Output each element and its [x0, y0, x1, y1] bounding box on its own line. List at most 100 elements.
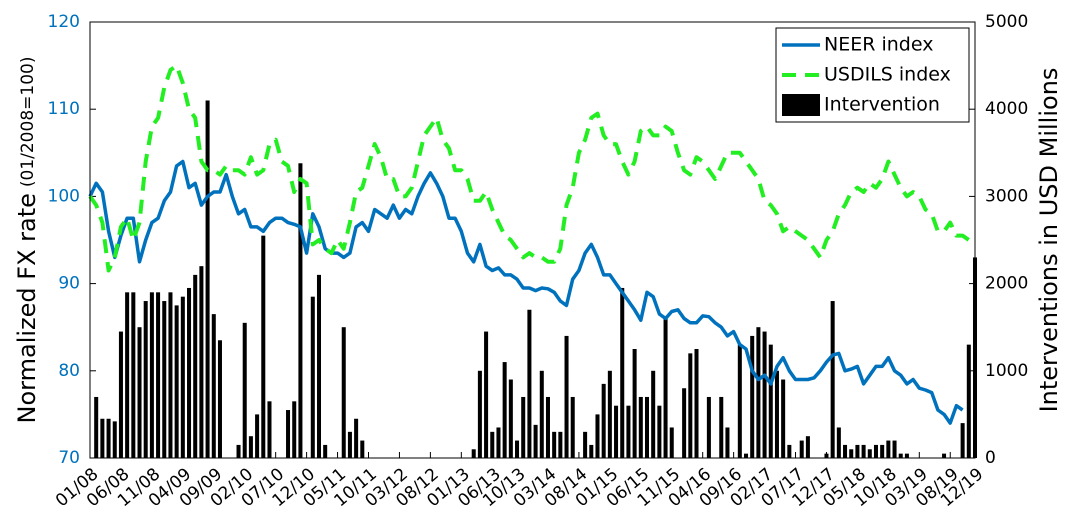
- line-series: [88, 63, 970, 273]
- y-tick-label: 110: [48, 99, 80, 119]
- bar: [558, 431, 563, 458]
- bar: [663, 318, 668, 458]
- bar: [688, 353, 693, 458]
- bar: [892, 440, 897, 458]
- bar: [583, 431, 588, 458]
- bar: [873, 444, 878, 458]
- bar: [564, 335, 569, 458]
- bar: [799, 440, 804, 458]
- y2-tick-label: 4000: [985, 99, 1028, 119]
- bar: [886, 440, 891, 458]
- bar: [737, 344, 742, 458]
- bar: [607, 370, 612, 458]
- bar: [706, 396, 711, 458]
- bar: [267, 401, 272, 458]
- bar: [898, 453, 903, 458]
- bar: [781, 379, 786, 458]
- bar: [199, 266, 204, 458]
- bar: [849, 449, 854, 458]
- bar: [843, 444, 848, 458]
- bar: [477, 370, 482, 458]
- bar: [211, 314, 216, 458]
- bar: [867, 449, 872, 458]
- legend-label: USDILS index: [824, 64, 951, 86]
- bar: [725, 427, 730, 458]
- bar: [484, 331, 489, 458]
- bar: [471, 449, 476, 458]
- bar: [261, 235, 266, 458]
- y2-tick-label: 3000: [985, 186, 1028, 206]
- bar: [508, 379, 513, 458]
- y-tick-label: 100: [48, 186, 80, 206]
- bar: [125, 292, 130, 458]
- bar: [143, 301, 148, 458]
- bar: [855, 444, 860, 458]
- y2-axis-label: Interventions in USD Millions: [1035, 68, 1063, 413]
- y-axis-label-note: (01/2008=100): [18, 57, 38, 188]
- bar: [682, 388, 687, 458]
- bar: [168, 292, 173, 458]
- bar: [94, 396, 99, 458]
- bar: [205, 100, 210, 458]
- bar: [149, 292, 154, 458]
- bar: [156, 292, 161, 458]
- bar: [242, 322, 247, 458]
- bar: [595, 414, 600, 458]
- bar: [502, 362, 507, 458]
- bar: [787, 444, 792, 458]
- legend: NEER index USDILS index Intervention: [775, 27, 970, 123]
- bar: [545, 396, 550, 458]
- y-tick-label: 90: [58, 274, 80, 294]
- bar: [620, 287, 625, 458]
- bar: [626, 405, 631, 458]
- bar: [768, 344, 773, 458]
- bar: [669, 427, 674, 458]
- bar: [750, 335, 755, 458]
- bar: [589, 444, 594, 458]
- y-tick-label: 70: [58, 448, 80, 468]
- y2-tick-label: 5000: [985, 12, 1028, 32]
- bar: [861, 444, 866, 458]
- bar: [614, 405, 619, 458]
- bar: [744, 453, 749, 458]
- bar: [100, 418, 105, 458]
- y2-tick-label: 0: [985, 448, 996, 468]
- bar: [316, 274, 321, 458]
- bar: [360, 440, 365, 458]
- bar: [162, 301, 167, 458]
- bar: [106, 418, 111, 458]
- bar: [323, 444, 328, 458]
- bar: [137, 327, 142, 458]
- legend-label: NEER index: [824, 34, 933, 56]
- bar: [539, 370, 544, 458]
- bar: [942, 453, 947, 458]
- bar: [694, 349, 699, 458]
- bar: [255, 414, 260, 458]
- bar: [552, 431, 557, 458]
- bar: [836, 427, 841, 458]
- bar: [805, 436, 810, 458]
- bar: [651, 370, 656, 458]
- bar: [292, 401, 297, 458]
- y2-tick-label: 1000: [985, 361, 1028, 381]
- bar: [118, 331, 123, 458]
- bar: [521, 396, 526, 458]
- bar: [824, 453, 829, 458]
- bar: [131, 292, 136, 458]
- y-tick-label: 80: [58, 361, 80, 381]
- bar: [570, 396, 575, 458]
- bar: [880, 444, 885, 458]
- bar: [756, 327, 761, 458]
- bar: [248, 436, 253, 458]
- bar: [112, 421, 117, 458]
- legend-label: Intervention: [824, 94, 940, 116]
- bar: [193, 274, 198, 458]
- bar: [960, 423, 965, 458]
- bar: [657, 405, 662, 458]
- bar: [515, 440, 520, 458]
- bar: [354, 418, 359, 458]
- bar: [533, 424, 538, 458]
- bar: [762, 331, 767, 458]
